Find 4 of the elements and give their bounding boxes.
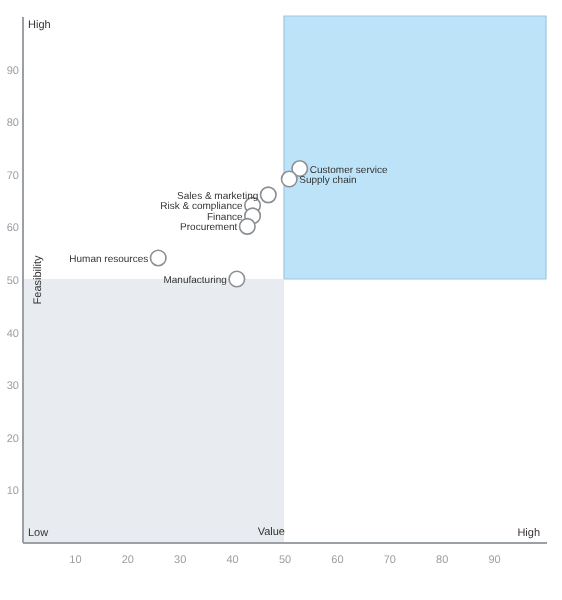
point [280, 170, 298, 188]
point [238, 217, 256, 235]
point [291, 160, 309, 178]
point [228, 270, 246, 288]
